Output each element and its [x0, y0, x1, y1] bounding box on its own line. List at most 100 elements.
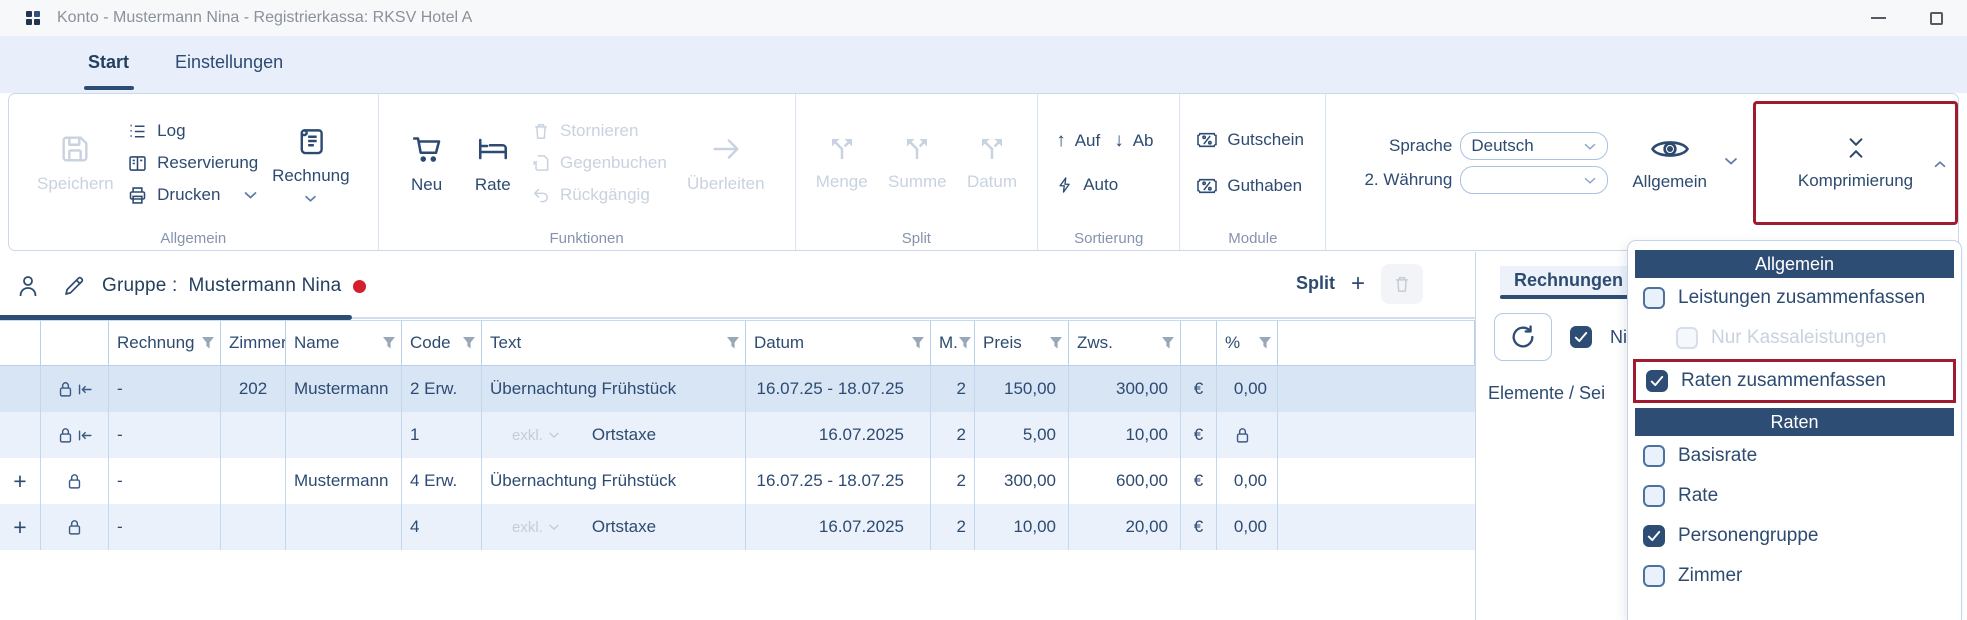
sprache-select[interactable]: Deutsch	[1460, 132, 1609, 160]
speichern-button[interactable]: Speichern	[27, 132, 124, 194]
elements-per-page-label: Elemente / Sei	[1488, 383, 1606, 403]
gegenbuchen-button[interactable]: Gegenbuchen	[531, 148, 667, 178]
expand-row-button[interactable]: +	[13, 467, 27, 494]
group-tab-underline	[0, 315, 352, 320]
table-row[interactable]: + - 4 exkl. Ortstaxe 16.07.2025 2 10,00 2…	[0, 504, 1475, 550]
drucken-button[interactable]: Drucken	[127, 180, 258, 210]
expand-row-button[interactable]: +	[13, 513, 27, 540]
tab-rechnungen[interactable]: Rechnungen	[1500, 266, 1638, 299]
log-button[interactable]: Log	[127, 116, 258, 146]
rate-button[interactable]: Rate	[465, 131, 521, 195]
filter-icon[interactable]	[382, 336, 396, 351]
split-branch-icon	[827, 134, 857, 164]
stornieren-button[interactable]: Stornieren	[531, 116, 667, 146]
lock-icon	[1234, 426, 1251, 445]
col-zimmer[interactable]: Zimmer	[221, 321, 286, 365]
split-menge-button[interactable]: Menge	[806, 134, 878, 192]
split-add-button[interactable]: +	[1350, 269, 1365, 297]
col-zws[interactable]: Zws.	[1069, 321, 1181, 365]
tab-start[interactable]: Start	[88, 52, 130, 72]
filter-icon[interactable]	[1258, 336, 1272, 351]
col-text[interactable]: Text	[482, 321, 746, 365]
lock-icon	[66, 472, 83, 491]
rechnung-chevron-down-icon	[303, 194, 318, 203]
komprimierung-dropdown: Allgemein Leistungen zusammenfassen Nur …	[1627, 240, 1962, 620]
chevron-down-icon	[1583, 142, 1597, 151]
ribbon-group-split: Menge Summe Datum Split	[796, 94, 1039, 250]
reservierung-button[interactable]: Reservierung	[127, 148, 258, 178]
option-raten-zusammenfassen[interactable]: Raten zusammenfassen	[1636, 362, 1953, 400]
table-row[interactable]: - 1 exkl. Ortstaxe 16.07.2025 2 5,00 10,0…	[0, 412, 1475, 458]
exkl-dropdown[interactable]: exkl.	[512, 519, 560, 536]
ribbon-group-sortierung: ↑ Auf ↓ Ab Auto Sortierung	[1038, 94, 1181, 250]
col-code[interactable]: Code	[402, 321, 482, 365]
arrow-to-start-icon	[76, 381, 93, 398]
neu-button[interactable]: Neu	[399, 131, 455, 195]
exkl-dropdown[interactable]: exkl.	[512, 427, 560, 444]
komprimierung-button[interactable]: Komprimierung	[1753, 101, 1958, 225]
split-datum-button[interactable]: Datum	[957, 134, 1027, 192]
lock-icon	[66, 518, 83, 537]
side-filter-checkbox[interactable]	[1570, 326, 1592, 348]
log-list-icon	[127, 121, 148, 142]
filter-icon[interactable]	[1161, 336, 1175, 351]
rechnung-button[interactable]: Rechnung	[262, 124, 360, 203]
col-preis[interactable]: Preis	[975, 321, 1069, 365]
bed-icon	[475, 131, 511, 167]
edit-pencil-icon[interactable]	[62, 274, 86, 298]
option-leistungen-zusammenfassen[interactable]: Leistungen zusammenfassen	[1628, 278, 1961, 318]
filter-icon[interactable]	[911, 336, 925, 351]
arrow-right-icon	[709, 132, 743, 166]
arrow-down-icon: ↓	[1114, 130, 1124, 151]
ribbon-group-funktionen: Neu Rate Stornieren Gegenbuchen	[379, 94, 796, 250]
checkbox-unchecked[interactable]	[1643, 565, 1665, 587]
sort-auto-button[interactable]: Auto	[1056, 170, 1118, 200]
allgemein-view-button[interactable]: Allgemein	[1622, 134, 1717, 192]
sort-auf-button[interactable]: ↑ Auf	[1056, 130, 1101, 151]
refresh-button[interactable]	[1494, 313, 1552, 361]
col-datum[interactable]: Datum	[746, 321, 931, 365]
option-personengruppe[interactable]: Personengruppe	[1628, 516, 1961, 556]
checkbox-unchecked[interactable]	[1643, 485, 1665, 507]
voucher-icon	[1196, 177, 1218, 195]
split-summe-button[interactable]: Summe	[878, 134, 957, 192]
col-percent[interactable]: %	[1217, 321, 1278, 365]
waehrung-select[interactable]	[1460, 166, 1609, 194]
checkbox-unchecked[interactable]	[1643, 287, 1665, 309]
split-delete-button[interactable]	[1381, 263, 1423, 304]
filter-icon[interactable]	[726, 336, 740, 351]
dropdown-section-allgemein: Allgemein	[1635, 250, 1954, 278]
ribbon-group-allgemein: Speichern Log Reservierung Drucken	[9, 94, 379, 250]
undo-button[interactable]: Rückgängig	[531, 180, 667, 210]
maximize-button[interactable]	[1930, 11, 1943, 25]
minimize-button[interactable]	[1871, 17, 1886, 19]
checkbox-checked[interactable]	[1643, 525, 1665, 547]
drucken-chevron-down-icon[interactable]	[243, 190, 258, 200]
person-icon[interactable]	[16, 273, 40, 299]
table-row[interactable]: + - Mustermann 4 Erw. Übernachtung Frühs…	[0, 458, 1475, 504]
col-menge[interactable]: M.	[931, 321, 975, 365]
gutschein-button[interactable]: Gutschein	[1196, 125, 1304, 155]
arrow-to-start-icon	[76, 427, 93, 444]
allgemein-chevron-down-icon[interactable]	[1723, 156, 1739, 166]
filter-icon[interactable]	[1049, 336, 1063, 351]
ueberleiten-button[interactable]: Überleiten	[677, 132, 775, 194]
table-row[interactable]: - 202 Mustermann 2 Erw. Übernachtung Frü…	[0, 366, 1475, 412]
filter-icon[interactable]	[201, 336, 215, 351]
option-rate[interactable]: Rate	[1628, 476, 1961, 516]
col-name[interactable]: Name	[286, 321, 402, 365]
filter-icon[interactable]	[958, 336, 972, 351]
option-zimmer[interactable]: Zimmer	[1628, 556, 1961, 596]
eye-icon	[1650, 134, 1690, 164]
col-rechnung[interactable]: Rechnung	[109, 321, 221, 365]
ribbon-collapse-chevron-up-icon[interactable]	[1933, 160, 1947, 169]
guthaben-button[interactable]: Guthaben	[1196, 171, 1302, 201]
sort-ab-button[interactable]: ↓ Ab	[1114, 130, 1154, 151]
option-basisrate[interactable]: Basisrate	[1628, 436, 1961, 476]
filter-icon[interactable]	[462, 336, 476, 351]
unsaved-status-dot	[353, 279, 367, 293]
tab-einstellungen[interactable]: Einstellungen	[175, 52, 284, 72]
checkbox-unchecked[interactable]	[1643, 445, 1665, 467]
checkbox-checked[interactable]	[1646, 370, 1668, 392]
